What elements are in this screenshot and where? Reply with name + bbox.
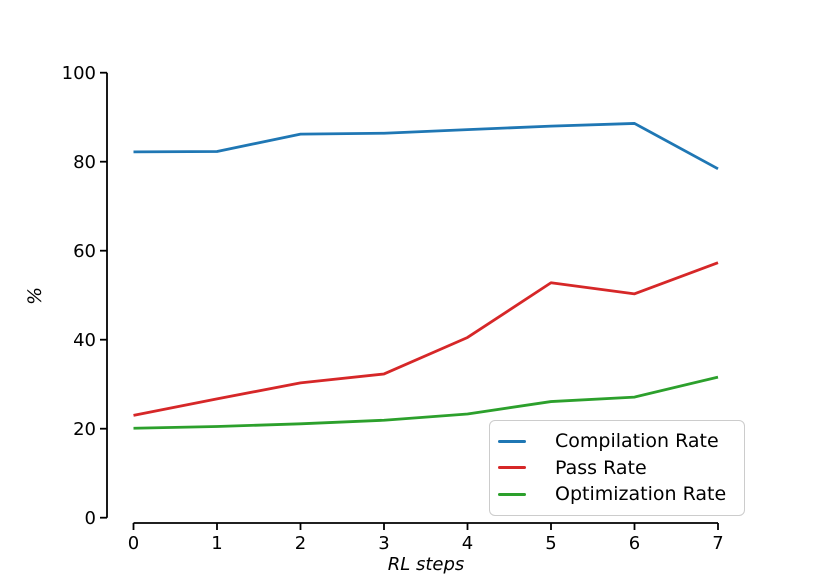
series-line-compilation-rate [133, 122, 719, 171]
y-tick-label: 100 [62, 63, 96, 84]
series-line-optimization-rate [133, 375, 719, 430]
legend-item-optimization-rate: Optimization Rate [498, 483, 736, 506]
legend-item-label: Compilation Rate [555, 429, 719, 452]
legend-item-pass-rate: Pass Rate [498, 457, 736, 480]
series-line-pass-rate [133, 261, 719, 417]
x-tick-label: 4 [462, 533, 473, 554]
x-tick-label: 7 [712, 533, 723, 554]
legend-item-label: Optimization Rate [555, 483, 727, 506]
x-tick-label: 3 [378, 533, 389, 554]
x-tick-label: 5 [545, 533, 556, 554]
y-tick-label: 20 [73, 419, 96, 440]
y-tick-label: 80 [73, 152, 96, 173]
x-axis-label: RL steps [387, 554, 465, 575]
y-tick-label: 60 [73, 241, 96, 262]
x-tick-label: 2 [295, 533, 306, 554]
legend-item-compilation-rate: Compilation Rate [498, 430, 736, 453]
y-tick-label: 40 [73, 330, 96, 351]
legend-item-label: Pass Rate [555, 456, 647, 479]
x-tick-label: 6 [629, 533, 640, 554]
legend: Compilation Rate Pass Rate Optimization Ra… [489, 420, 745, 516]
legend-line-icon [498, 493, 526, 497]
y-axis-label: % [24, 286, 46, 306]
x-tick-label: 1 [211, 533, 222, 554]
y-tick-label: 0 [85, 508, 96, 529]
legend-line-icon [498, 466, 526, 470]
x-tick-label: 0 [128, 533, 139, 554]
legend-line-icon [498, 439, 526, 443]
